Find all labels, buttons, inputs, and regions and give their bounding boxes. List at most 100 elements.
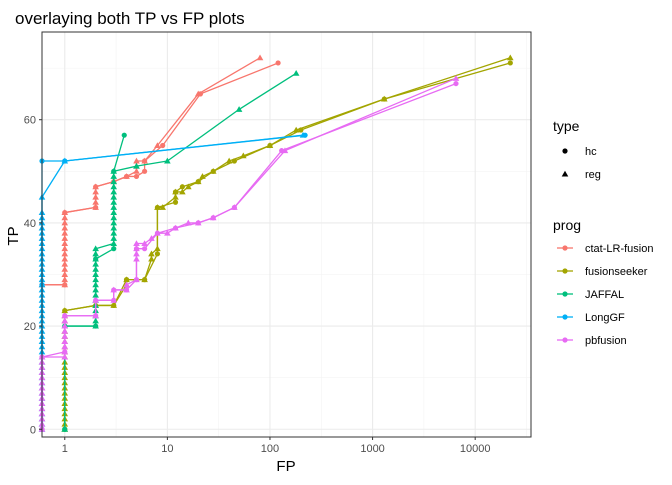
data-point-pbfusion-hc <box>453 80 459 87</box>
data-point-fusionseeker-hc <box>172 199 179 205</box>
legend-key-point-jaffal <box>562 291 568 297</box>
legend-label-hc: hc <box>585 146 597 158</box>
data-point-ctat-lr-fusion-hc <box>62 282 68 288</box>
data-point-fusionseeker-reg <box>148 255 155 262</box>
data-point-fusionseeker-hc <box>381 96 387 102</box>
data-point-longgf-hc <box>302 132 308 138</box>
data-point-ctat-lr-fusion-hc <box>197 91 204 97</box>
data-point-pbfusion-hc <box>154 230 161 236</box>
data-point-pbfusion-hc <box>111 287 117 293</box>
data-point-ctat-lr-fusion-hc <box>275 60 281 66</box>
data-point-fusionseeker-hc <box>231 158 237 164</box>
data-point-jaffal-hc <box>93 256 99 262</box>
legend-key-reg <box>561 170 569 177</box>
data-point-pbfusion-hc <box>123 287 130 293</box>
legend-key-point-ctat-lr-fusion <box>562 245 568 251</box>
legend-prog-title: prog <box>553 217 581 233</box>
x-axis-label: FP <box>276 458 295 475</box>
data-point-jaffal-hc <box>93 323 99 329</box>
plot-panel-border <box>41 31 532 438</box>
data-point-ctat-lr-fusion-reg <box>133 167 140 174</box>
data-point-fusionseeker-hc <box>179 184 185 190</box>
data-point-pbfusion-hc <box>93 313 99 319</box>
data-point-ctat-lr-fusion-reg <box>154 142 161 148</box>
data-point-fusionseeker-reg <box>148 250 155 257</box>
data-point-jaffal-reg <box>133 162 140 169</box>
data-point-fusionseeker-hc <box>298 127 304 133</box>
legend-type-title: type <box>553 118 580 134</box>
data-point-fusionseeker-hc <box>172 189 179 195</box>
data-point-jaffal-hc <box>62 426 68 432</box>
x-tick-label: 10 <box>161 443 173 455</box>
data-point-fusionseeker-hc <box>154 251 161 257</box>
data-point-fusionseeker-reg <box>225 157 233 164</box>
data-point-jaffal-reg <box>164 157 171 164</box>
legend-key-point-pbfusion <box>562 337 568 343</box>
y-tick-label: 0 <box>30 424 36 436</box>
data-point-pbfusion-hc <box>279 148 285 154</box>
data-point-ctat-lr-fusion-hc <box>93 204 99 211</box>
data-point-pbfusion-reg <box>61 353 69 360</box>
legend-label-pbfusion: pbfusion <box>585 335 627 347</box>
data-point-pbfusion-reg <box>141 240 148 247</box>
legend-key-point-longgf <box>562 314 568 320</box>
data-point-fusionseeker-hc <box>507 60 513 66</box>
data-point-jaffal-hc <box>111 168 117 174</box>
data-point-pbfusion-hc <box>210 215 216 221</box>
legend-label-longgf: LongGF <box>585 312 625 324</box>
data-point-fusionseeker-hc <box>154 204 161 211</box>
legend-label-reg: reg <box>585 169 601 181</box>
x-axis: 1 10 100 1000 10000 <box>62 437 491 455</box>
data-point-pbfusion-reg <box>123 281 130 288</box>
legend-label-fusionseeker: fusionseeker <box>585 266 648 278</box>
x-tick-label: 100 <box>261 443 279 455</box>
legend-label-ctat-lr-fusion: ctat-LR-fusion <box>585 243 653 255</box>
data-point-fusionseeker-reg <box>159 204 166 210</box>
data-point-jaffal-reg <box>235 106 243 112</box>
data-point-fusionseeker-hc <box>267 142 273 149</box>
data-point-ctat-lr-fusion-hc <box>160 142 166 149</box>
data-point-pbfusion-hc <box>133 277 140 283</box>
x-tick-label: 10000 <box>460 443 491 455</box>
data-point-jaffal-reg <box>92 250 99 257</box>
legend-key-point-fusionseeker <box>562 268 568 274</box>
x-tick-label: 1 <box>62 443 68 455</box>
data-point-fusionseeker-hc <box>62 307 68 314</box>
data-point-fusionseeker-reg <box>185 183 192 190</box>
data-point-jaffal-hc <box>121 132 127 138</box>
data-point-fusionseeker-hc <box>111 302 117 309</box>
data-point-ctat-lr-fusion-hc <box>62 209 68 216</box>
data-point-fusionseeker-reg <box>507 54 514 61</box>
data-point-pbfusion-hc <box>231 204 237 211</box>
grid-minor <box>42 32 531 437</box>
data-point-pbfusion-hc <box>111 297 117 303</box>
data-point-fusionseeker-hc <box>123 277 130 283</box>
y-axis: 0 20 40 60 <box>24 115 42 436</box>
series-line-fusionseeker-hc <box>64 62 511 430</box>
data-point-pbfusion-hc <box>62 313 68 319</box>
data-point-pbfusion-reg <box>452 75 460 81</box>
data-point-jaffal-hc <box>111 246 117 252</box>
data-point-ctat-lr-fusion-reg <box>133 157 140 164</box>
data-point-jaffal-reg <box>292 69 300 76</box>
chart-title: overlaying both TP vs FP plots <box>15 9 245 28</box>
x-tick-label: 1000 <box>360 443 384 455</box>
plot-panel <box>42 32 531 437</box>
data-point-longgf-hc <box>62 158 68 164</box>
data-point-fusionseeker-hc <box>195 179 201 185</box>
data-point-fusionseeker-hc <box>142 277 148 283</box>
data-point-pbfusion-hc <box>142 246 148 252</box>
y-tick-label: 20 <box>24 321 36 333</box>
data-point-pbfusion-hc <box>62 349 68 355</box>
data-point-ctat-lr-fusion-hc <box>93 184 99 190</box>
legend-prog: prog ctat-LR-fusion fusionseeker JAFFAL Long… <box>553 217 653 347</box>
data-point-jaffal-reg <box>92 245 99 252</box>
data-point-pbfusion-reg <box>164 229 171 236</box>
series-ctat-lr-fusion-hc <box>39 60 281 288</box>
data-point-pbfusion-hc <box>93 297 99 303</box>
data-point-pbfusion-hc <box>172 225 179 231</box>
data-point-ctat-lr-fusion-hc <box>142 168 148 174</box>
